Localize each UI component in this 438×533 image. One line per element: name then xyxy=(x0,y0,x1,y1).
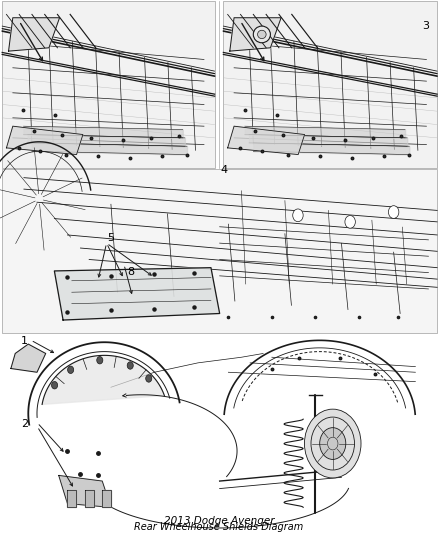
Circle shape xyxy=(146,375,152,382)
Circle shape xyxy=(328,437,338,450)
Polygon shape xyxy=(67,490,76,507)
Text: 5: 5 xyxy=(107,233,114,243)
Circle shape xyxy=(293,209,303,222)
Text: 4: 4 xyxy=(220,165,227,175)
Polygon shape xyxy=(7,126,83,155)
Text: 2: 2 xyxy=(21,419,28,429)
Polygon shape xyxy=(228,126,304,155)
Circle shape xyxy=(311,417,354,470)
Text: 3: 3 xyxy=(422,21,429,31)
Circle shape xyxy=(304,409,361,478)
Polygon shape xyxy=(11,344,46,372)
Circle shape xyxy=(127,362,133,369)
Ellipse shape xyxy=(258,30,266,38)
Circle shape xyxy=(97,357,103,364)
Polygon shape xyxy=(9,18,60,51)
Circle shape xyxy=(320,427,346,459)
Circle shape xyxy=(52,382,58,389)
Text: 2013 Dodge Avenger: 2013 Dodge Avenger xyxy=(164,516,274,526)
Bar xyxy=(223,1,437,168)
Polygon shape xyxy=(59,475,111,507)
Text: 8: 8 xyxy=(127,267,134,277)
Polygon shape xyxy=(230,18,281,51)
Polygon shape xyxy=(102,490,111,507)
Circle shape xyxy=(67,366,74,374)
Text: Rear Wheelhouse Shields Diagram: Rear Wheelhouse Shields Diagram xyxy=(134,522,304,532)
Circle shape xyxy=(389,206,399,219)
Circle shape xyxy=(345,215,355,228)
Polygon shape xyxy=(54,268,219,320)
Bar xyxy=(2,169,437,333)
Bar xyxy=(2,335,437,522)
Bar xyxy=(2,1,215,168)
Ellipse shape xyxy=(253,26,270,43)
Polygon shape xyxy=(85,490,94,507)
Text: 1: 1 xyxy=(21,336,28,346)
Polygon shape xyxy=(42,356,164,405)
